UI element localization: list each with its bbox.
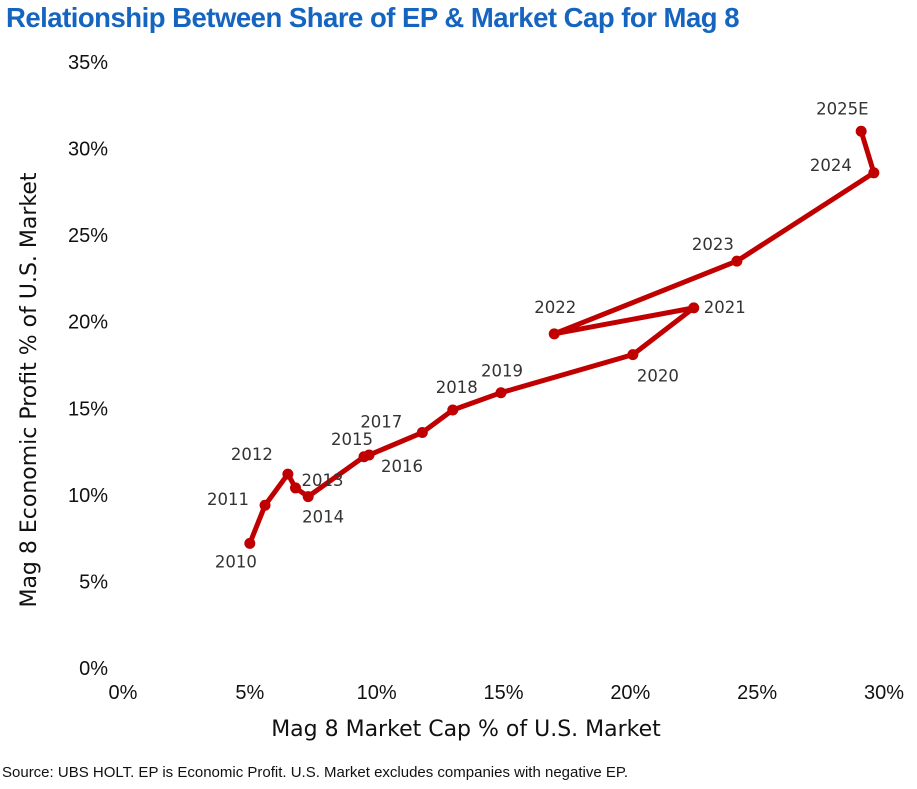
data-point (447, 404, 459, 416)
point-labels: 2010 2011 2012 2013 2014 2015 2016 2017 20182019… (207, 99, 869, 571)
data-point (363, 449, 375, 461)
point-label: 2017 (360, 413, 402, 432)
y-tick-label: 15% (68, 398, 108, 420)
x-axis-ticks: 0% 5% 10% 15% 20% 25% 30% (109, 682, 905, 704)
data-point (855, 125, 867, 137)
point-label: 2022 (534, 298, 576, 317)
y-tick-label: 10% (68, 485, 108, 507)
data-point (289, 482, 301, 494)
x-tick-label: 25% (737, 682, 777, 704)
data-point (302, 491, 314, 503)
y-tick-label: 35% (68, 52, 108, 74)
point-label: 2015 (331, 430, 373, 449)
data-point (731, 255, 743, 267)
series-polyline (247, 128, 877, 546)
data-point (627, 349, 639, 361)
point-label: 2011 (207, 490, 249, 509)
source-note: Source: UBS HOLT. EP is Economic Profit.… (2, 764, 629, 781)
y-tick-label: 25% (68, 225, 108, 247)
data-point (244, 537, 256, 549)
point-label: 2014 (302, 508, 344, 527)
point-label: 2019 (481, 362, 523, 381)
x-tick-label: 20% (610, 682, 650, 704)
x-tick-label: 15% (483, 682, 523, 704)
point-label: 2021 (704, 298, 746, 317)
data-point (548, 328, 560, 340)
y-tick-label: 5% (79, 571, 108, 593)
point-label: 2018 (436, 378, 478, 397)
data-point (868, 167, 880, 179)
point-label: 2016 (381, 457, 423, 476)
y-tick-label: 30% (68, 139, 108, 161)
y-tick-label: 0% (79, 658, 108, 680)
x-tick-label: 0% (109, 682, 138, 704)
y-tick-label: 20% (68, 312, 108, 334)
point-label: 2012 (231, 445, 273, 464)
data-point (282, 468, 294, 480)
x-tick-label: 30% (864, 682, 904, 704)
point-label: 2013 (301, 471, 343, 490)
scatter-line-chart: 0% 5% 10% 15% 20% 25% 30% 35% 0% 5% 10% 15% 20% 25% 3… (17, 52, 905, 742)
y-axis-ticks: 0% 5% 10% 15% 20% 25% 30% 35% (68, 52, 108, 680)
x-tick-label: 10% (357, 682, 397, 704)
x-axis-label: Mag 8 Market Cap % of U.S. Market (271, 717, 661, 742)
point-label: 2025E (816, 99, 868, 118)
point-label: 2023 (692, 235, 734, 254)
point-label: 2024 (810, 156, 852, 175)
data-point (259, 499, 271, 511)
chart-title: Relationship Between Share of EP & Marke… (6, 2, 740, 33)
data-point (416, 427, 428, 439)
series-line (247, 128, 877, 546)
series-points (244, 125, 880, 549)
y-axis-label: Mag 8 Economic Profit % of U.S. Market (17, 172, 42, 607)
data-point (495, 387, 507, 399)
data-point (688, 302, 700, 314)
point-label: 2010 (215, 552, 257, 571)
point-label: 2020 (637, 367, 679, 386)
x-tick-label: 5% (235, 682, 264, 704)
